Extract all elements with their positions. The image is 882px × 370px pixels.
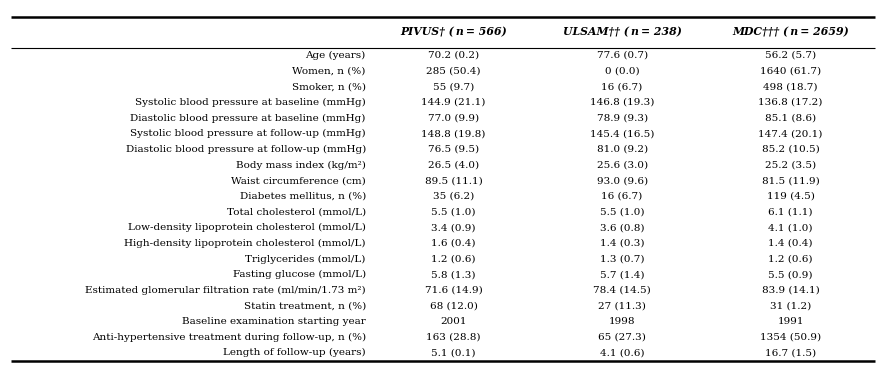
- Text: 5.5 (1.0): 5.5 (1.0): [600, 208, 645, 216]
- Text: 16 (6.7): 16 (6.7): [602, 82, 643, 91]
- Text: 1991: 1991: [777, 317, 804, 326]
- Text: 25.2 (3.5): 25.2 (3.5): [765, 161, 816, 169]
- Text: 5.1 (0.1): 5.1 (0.1): [431, 349, 475, 357]
- Text: 1.6 (0.4): 1.6 (0.4): [431, 239, 475, 248]
- Text: Baseline examination starting year: Baseline examination starting year: [182, 317, 366, 326]
- Text: Statin treatment, n (%): Statin treatment, n (%): [243, 302, 366, 310]
- Text: Total cholesterol (mmol/L): Total cholesterol (mmol/L): [227, 208, 366, 216]
- Text: 78.4 (14.5): 78.4 (14.5): [594, 286, 651, 295]
- Text: 1640 (61.7): 1640 (61.7): [760, 67, 821, 75]
- Text: 71.6 (14.9): 71.6 (14.9): [425, 286, 482, 295]
- Text: Diabetes mellitus, n (%): Diabetes mellitus, n (%): [240, 192, 366, 201]
- Text: 1.2 (0.6): 1.2 (0.6): [768, 255, 813, 263]
- Text: 1998: 1998: [609, 317, 635, 326]
- Text: 119 (4.5): 119 (4.5): [766, 192, 815, 201]
- Text: 1.4 (0.4): 1.4 (0.4): [768, 239, 813, 248]
- Text: Age (years): Age (years): [305, 51, 366, 60]
- Text: Systolic blood pressure at follow-up (mmHg): Systolic blood pressure at follow-up (mm…: [131, 129, 366, 138]
- Text: 76.5 (9.5): 76.5 (9.5): [428, 145, 479, 154]
- Text: 65 (27.3): 65 (27.3): [598, 333, 646, 342]
- Text: Women, n (%): Women, n (%): [293, 67, 366, 75]
- Text: 25.6 (3.0): 25.6 (3.0): [596, 161, 647, 169]
- Text: 56.2 (5.7): 56.2 (5.7): [765, 51, 816, 60]
- Text: 146.8 (19.3): 146.8 (19.3): [590, 98, 654, 107]
- Text: 93.0 (9.6): 93.0 (9.6): [596, 176, 647, 185]
- Text: 55 (9.7): 55 (9.7): [433, 82, 475, 91]
- Text: 81.5 (11.9): 81.5 (11.9): [762, 176, 819, 185]
- Text: Diastolic blood pressure at follow-up (mmHg): Diastolic blood pressure at follow-up (m…: [125, 145, 366, 154]
- Text: 85.1 (8.6): 85.1 (8.6): [765, 114, 816, 122]
- Text: 16 (6.7): 16 (6.7): [602, 192, 643, 201]
- Text: MDC††† ( n = 2659): MDC††† ( n = 2659): [732, 27, 849, 38]
- Text: 89.5 (11.1): 89.5 (11.1): [425, 176, 482, 185]
- Text: 78.9 (9.3): 78.9 (9.3): [596, 114, 647, 122]
- Text: 3.4 (0.9): 3.4 (0.9): [431, 223, 475, 232]
- Text: 285 (50.4): 285 (50.4): [426, 67, 481, 75]
- Text: Estimated glomerular filtration rate (ml/min/1.73 m²): Estimated glomerular filtration rate (ml…: [86, 286, 366, 295]
- Text: 1.4 (0.3): 1.4 (0.3): [600, 239, 645, 248]
- Text: 5.5 (1.0): 5.5 (1.0): [431, 208, 475, 216]
- Text: 0 (0.0): 0 (0.0): [605, 67, 639, 75]
- Text: 1354 (50.9): 1354 (50.9): [760, 333, 821, 342]
- Text: 6.1 (1.1): 6.1 (1.1): [768, 208, 813, 216]
- Text: 5.7 (1.4): 5.7 (1.4): [600, 270, 645, 279]
- Text: Length of follow-up (years): Length of follow-up (years): [223, 349, 366, 357]
- Text: 31 (1.2): 31 (1.2): [770, 302, 811, 310]
- Text: 147.4 (20.1): 147.4 (20.1): [759, 129, 823, 138]
- Text: 4.1 (0.6): 4.1 (0.6): [600, 349, 645, 357]
- Text: 144.9 (21.1): 144.9 (21.1): [422, 98, 486, 107]
- Text: 70.2 (0.2): 70.2 (0.2): [428, 51, 479, 60]
- Text: 81.0 (9.2): 81.0 (9.2): [596, 145, 647, 154]
- Text: 4.1 (1.0): 4.1 (1.0): [768, 223, 813, 232]
- Text: Low-density lipoprotein cholesterol (mmol/L): Low-density lipoprotein cholesterol (mmo…: [128, 223, 366, 232]
- Text: 26.5 (4.0): 26.5 (4.0): [428, 161, 479, 169]
- Text: 16.7 (1.5): 16.7 (1.5): [765, 349, 816, 357]
- Text: 136.8 (17.2): 136.8 (17.2): [759, 98, 823, 107]
- Text: ULSAM†† ( n = 238): ULSAM†† ( n = 238): [563, 27, 682, 38]
- Text: PIVUS† ( n = 566): PIVUS† ( n = 566): [400, 27, 507, 38]
- Text: Smoker, n (%): Smoker, n (%): [292, 82, 366, 91]
- Text: 5.8 (1.3): 5.8 (1.3): [431, 270, 475, 279]
- Text: Waist circumference (cm): Waist circumference (cm): [231, 176, 366, 185]
- Text: 85.2 (10.5): 85.2 (10.5): [762, 145, 819, 154]
- Text: 498 (18.7): 498 (18.7): [764, 82, 818, 91]
- Text: 77.6 (0.7): 77.6 (0.7): [596, 51, 647, 60]
- Text: High-density lipoprotein cholesterol (mmol/L): High-density lipoprotein cholesterol (mm…: [124, 239, 366, 248]
- Text: 3.6 (0.8): 3.6 (0.8): [600, 223, 645, 232]
- Text: 1.3 (0.7): 1.3 (0.7): [600, 255, 645, 263]
- Text: Diastolic blood pressure at baseline (mmHg): Diastolic blood pressure at baseline (mm…: [131, 114, 366, 122]
- Text: 5.5 (0.9): 5.5 (0.9): [768, 270, 813, 279]
- Text: 145.4 (16.5): 145.4 (16.5): [590, 129, 654, 138]
- Text: 77.0 (9.9): 77.0 (9.9): [428, 114, 479, 122]
- Text: 35 (6.2): 35 (6.2): [433, 192, 475, 201]
- Text: 68 (12.0): 68 (12.0): [430, 302, 477, 310]
- Text: 1.2 (0.6): 1.2 (0.6): [431, 255, 475, 263]
- Text: 27 (11.3): 27 (11.3): [598, 302, 646, 310]
- Text: 2001: 2001: [440, 317, 467, 326]
- Text: Triglycerides (mmol/L): Triglycerides (mmol/L): [245, 255, 366, 263]
- Text: Fasting glucose (mmol/L): Fasting glucose (mmol/L): [233, 270, 366, 279]
- Text: 163 (28.8): 163 (28.8): [426, 333, 481, 342]
- Text: Anti-hypertensive treatment during follow-up, n (%): Anti-hypertensive treatment during follo…: [92, 333, 366, 342]
- Text: Systolic blood pressure at baseline (mmHg): Systolic blood pressure at baseline (mmH…: [135, 98, 366, 107]
- Text: 148.8 (19.8): 148.8 (19.8): [422, 129, 486, 138]
- Text: 83.9 (14.1): 83.9 (14.1): [762, 286, 819, 295]
- Text: Body mass index (kg/m²): Body mass index (kg/m²): [235, 161, 366, 169]
